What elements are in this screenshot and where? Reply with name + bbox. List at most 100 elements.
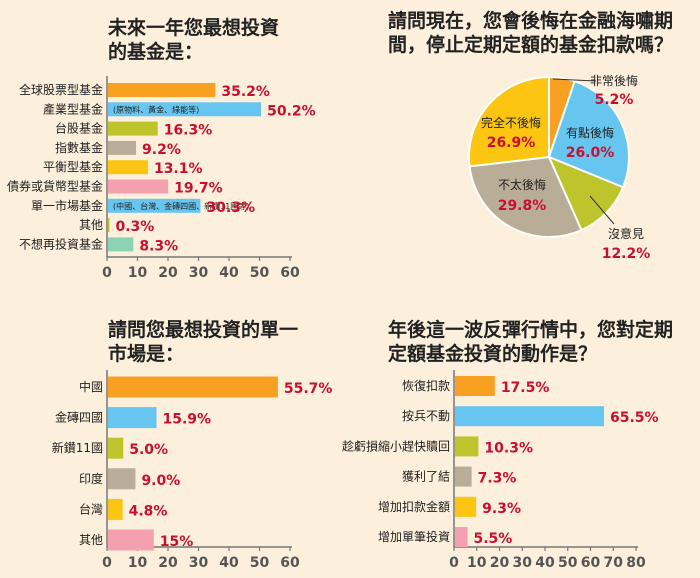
pie-slice xyxy=(547,79,630,189)
category-label: 單一市場基金 xyxy=(31,198,103,213)
bar xyxy=(108,121,158,136)
bar xyxy=(108,198,201,213)
value-label: 50.2% xyxy=(267,103,316,119)
value-label: 8.3% xyxy=(139,238,178,254)
bar xyxy=(108,83,216,97)
bar xyxy=(108,160,148,175)
value-label: 15% xyxy=(160,534,194,550)
pie-slice-label: 非常後悔 xyxy=(590,73,638,88)
bar xyxy=(108,218,110,233)
value-label: 55.7% xyxy=(284,381,333,397)
bar xyxy=(455,466,472,487)
pie-value-label: 26.9% xyxy=(487,135,536,151)
category-label: 恢復扣款 xyxy=(402,378,450,393)
category-label: 按兵不動 xyxy=(402,409,450,423)
category-label: 台股基金 xyxy=(55,121,103,136)
category-label: 新鑽11國 xyxy=(52,440,103,455)
category-label: 增加單筆投資 xyxy=(378,529,450,544)
value-label: 9.3% xyxy=(482,501,521,517)
x-tick-label: 0 xyxy=(102,265,112,281)
value-label: 9.0% xyxy=(141,473,180,489)
bar-note: (原物料、黃金、綠能等) xyxy=(113,104,199,114)
category-label: 債券或貨幣型基金 xyxy=(7,179,103,194)
chart-title-line: 請問您最想投資的單一 xyxy=(108,318,298,341)
value-label: 5.0% xyxy=(129,442,168,458)
category-label: 金磚四國 xyxy=(55,410,103,425)
x-tick-label: 20 xyxy=(158,265,178,281)
bar xyxy=(108,529,154,551)
category-label: 台灣 xyxy=(79,501,103,516)
x-tick-label: 50 xyxy=(558,555,578,571)
bar xyxy=(455,406,605,427)
pie-value-label: 29.8% xyxy=(498,198,547,214)
category-label: 產業型基金 xyxy=(43,101,103,116)
pie-leader-line xyxy=(589,195,615,225)
bar-note: (中國、台灣、金磚四國、新鑽11國等) xyxy=(113,201,249,211)
x-tick-label: 30 xyxy=(189,555,209,571)
x-tick-label: 20 xyxy=(158,555,178,571)
x-tick-label: 50 xyxy=(250,265,270,281)
pie-slice-label: 有點後悔 xyxy=(566,125,614,140)
value-label: 4.8% xyxy=(129,503,168,519)
chart-title-line: 市場是： xyxy=(108,342,184,365)
value-label: 5.5% xyxy=(474,531,513,547)
x-tick-label: 40 xyxy=(219,555,239,571)
x-tick-label: 0 xyxy=(102,555,112,571)
value-label: 30.3% xyxy=(206,200,255,216)
x-tick-label: 10 xyxy=(467,555,487,571)
chart-title-line: 未來一年您最想投資 xyxy=(107,16,279,39)
value-label: 13.1% xyxy=(154,161,203,177)
value-label: 9.2% xyxy=(142,142,181,158)
bar xyxy=(108,179,169,194)
x-tick-label: 60 xyxy=(280,265,300,281)
value-label: 0.3% xyxy=(116,219,155,235)
x-tick-label: 60 xyxy=(581,555,601,571)
bar xyxy=(108,468,136,490)
bar xyxy=(455,527,468,547)
value-label: 65.5% xyxy=(610,410,659,426)
category-label: 印度 xyxy=(79,471,103,486)
category-label: 平衡型基金 xyxy=(43,159,103,174)
bar xyxy=(108,237,134,252)
x-tick-label: 50 xyxy=(250,555,270,571)
chart-title-line: 定額基金投資的動作是？ xyxy=(388,342,597,365)
pie-slice-label: 完全不後悔 xyxy=(481,115,541,130)
x-tick-label: 40 xyxy=(219,265,239,281)
chart-title-line: 間，停止定期定額的基金扣款嗎？ xyxy=(388,33,673,56)
x-tick-label: 0 xyxy=(449,555,459,571)
pie-value-label: 26.0% xyxy=(566,145,615,161)
bar xyxy=(108,376,278,398)
x-tick-label: 10 xyxy=(128,265,148,281)
pie-slice xyxy=(547,155,625,232)
value-label: 16.3% xyxy=(164,123,213,139)
pie-slice-label: 沒意見 xyxy=(608,226,644,241)
pie-slice-label: 不太後悔 xyxy=(498,177,546,192)
x-tick-label: 20 xyxy=(490,555,510,571)
x-tick-label: 60 xyxy=(280,555,300,571)
bar xyxy=(108,407,157,429)
category-label: 不想再投資基金 xyxy=(19,236,103,251)
bar xyxy=(108,498,123,520)
chart-title-line: 的基金是： xyxy=(108,40,203,63)
value-label: 10.3% xyxy=(484,440,533,456)
x-tick-label: 40 xyxy=(535,555,555,571)
pie-slice xyxy=(468,155,583,238)
value-label: 35.2% xyxy=(221,84,270,100)
category-label: 中國 xyxy=(79,379,103,394)
value-label: 19.7% xyxy=(174,181,223,197)
pie-slice xyxy=(468,75,550,168)
pie-value-label: 12.2% xyxy=(602,246,651,262)
pie-value-label: 5.2% xyxy=(595,92,634,108)
bar xyxy=(108,437,124,459)
bar xyxy=(455,436,479,457)
bar xyxy=(455,376,495,396)
bar xyxy=(108,102,262,117)
bar xyxy=(108,140,137,155)
x-tick-label: 80 xyxy=(626,555,646,571)
x-tick-label: 10 xyxy=(128,555,148,571)
x-tick-label: 30 xyxy=(513,555,533,571)
